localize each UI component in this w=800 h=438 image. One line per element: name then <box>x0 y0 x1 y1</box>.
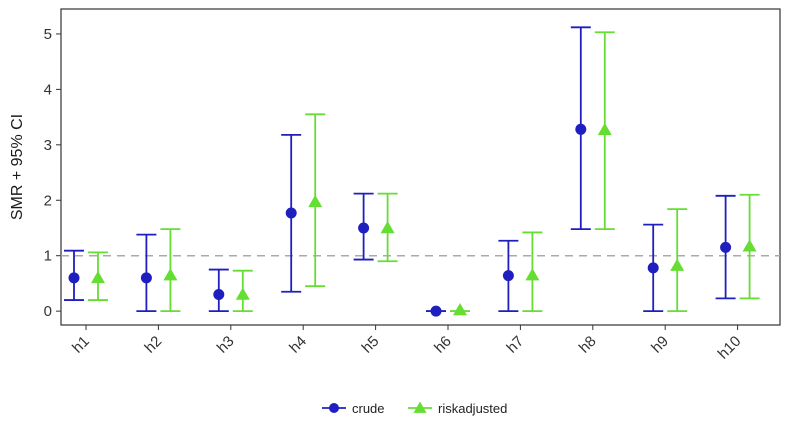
x-tick-label: h6 <box>431 333 455 357</box>
x-tick-label: h2 <box>141 333 165 357</box>
point-crude <box>575 123 587 135</box>
x-tick-label: h5 <box>359 333 383 357</box>
x-tick-label: h4 <box>286 333 310 357</box>
x-tick-label: h3 <box>214 333 238 357</box>
point-riskadjusted <box>742 239 757 252</box>
y-tick-label: 3 <box>44 137 52 154</box>
x-tick-label: h10 <box>715 333 745 363</box>
point-riskadjusted <box>235 287 250 300</box>
point-riskadjusted <box>308 194 323 208</box>
legend-item-crude: crude <box>322 401 385 416</box>
x-tick-label: h9 <box>648 333 672 357</box>
point-riskadjusted <box>453 303 467 316</box>
point-riskadjusted <box>670 258 685 271</box>
point-crude <box>285 207 297 219</box>
legend-label: riskadjusted <box>438 401 507 416</box>
point-crude <box>502 270 514 282</box>
series-riskadjusted <box>88 31 760 316</box>
point-crude <box>213 289 225 301</box>
series-layer <box>64 26 760 317</box>
x-tick-label: h8 <box>576 333 600 357</box>
x-axis: h1 h2 h3 h4 h5 h6 h7 h8 h9 h10 <box>69 325 744 363</box>
point-crude <box>720 241 732 253</box>
point-riskadjusted <box>525 268 540 281</box>
point-riskadjusted <box>597 122 612 136</box>
legend: crude riskadjusted <box>322 401 507 416</box>
point-crude <box>68 272 80 284</box>
y-axis: 0 1 2 3 4 5 <box>44 26 61 320</box>
y-tick-label: 0 <box>44 303 52 320</box>
y-tick-label: 1 <box>44 248 52 265</box>
point-crude <box>140 272 152 284</box>
point-riskadjusted <box>163 268 178 281</box>
point-crude <box>430 305 442 317</box>
y-tick-label: 4 <box>44 81 52 98</box>
y-axis-title: SMR + 95% CI <box>9 114 26 220</box>
y-tick-label: 5 <box>44 26 52 43</box>
point-riskadjusted <box>91 270 105 284</box>
point-crude <box>647 262 659 274</box>
series-crude <box>64 26 736 317</box>
y-tick-label: 2 <box>44 192 52 209</box>
legend-key-circle <box>329 403 339 413</box>
x-tick-label: h1 <box>69 333 93 357</box>
point-riskadjusted <box>380 220 395 234</box>
plot-panel <box>60 8 781 326</box>
legend-key-triangle <box>413 401 427 413</box>
point-crude <box>358 222 370 234</box>
x-tick-label: h7 <box>503 333 527 357</box>
legend-item-riskadjusted: riskadjusted <box>408 401 507 416</box>
legend-label: crude <box>352 401 385 416</box>
